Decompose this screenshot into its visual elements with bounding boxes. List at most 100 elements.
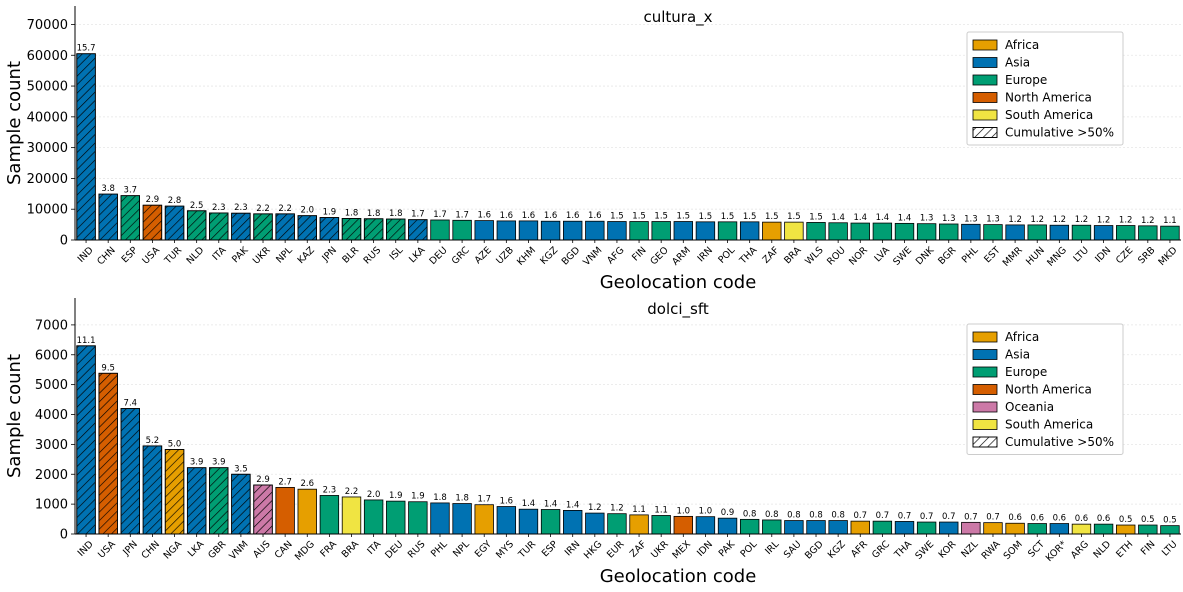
- bar-hatch-ind: [76, 345, 96, 535]
- data-label-tha: 1.5: [743, 212, 757, 222]
- data-label-egy: 1.7: [477, 495, 491, 505]
- legend-swatch-oceania: [972, 401, 998, 413]
- x-tick-label-pol: POL: [738, 538, 759, 559]
- y-tick-label-3000: 3000: [35, 438, 68, 453]
- data-label-zaf: 1.5: [765, 212, 779, 222]
- data-label-tha: 0.7: [898, 511, 912, 521]
- bar-kor: [1049, 523, 1070, 535]
- bar-uzb: [496, 220, 517, 241]
- data-label-cze: 1.2: [1119, 216, 1133, 226]
- x-tick-label-jpn: JPN: [319, 245, 339, 265]
- data-label-kaz: 2.0: [300, 206, 314, 216]
- bar-irn: [695, 221, 716, 241]
- x-tick-label-aze: AZE: [473, 245, 494, 266]
- x-tick-label-isl: ISL: [388, 244, 406, 262]
- data-label-gbr: 3.9: [212, 458, 226, 468]
- data-label-arg: 0.6: [1075, 514, 1089, 524]
- data-label-nga: 5.0: [168, 439, 182, 449]
- x-tick-label-wls: WLS: [803, 245, 825, 267]
- bar-kgz: [828, 520, 848, 535]
- data-label-jpn: 7.4: [124, 399, 138, 409]
- bar-can: [275, 486, 295, 535]
- data-label-swe: 0.7: [920, 512, 934, 522]
- y-tick-label-20000: 20000: [27, 172, 68, 187]
- legend-label-cumulative-50: Cumulative >50%: [1005, 126, 1114, 140]
- x-tick-label-bgd: BGD: [803, 539, 826, 562]
- bar-mdg: [297, 488, 317, 535]
- data-label-tur: 2.8: [168, 196, 182, 206]
- x-tick-label-eur: EUR: [605, 539, 627, 561]
- bar-rwa: [983, 522, 1003, 535]
- data-label-eth: 0.5: [1119, 515, 1133, 525]
- bar-aze: [474, 220, 494, 241]
- x-tick-label-chn: CHN: [140, 539, 163, 562]
- legend-label-africa: Africa: [1005, 38, 1039, 52]
- data-label-mkd: 1.1: [1163, 216, 1177, 226]
- x-tick-label-bgr: BGR: [936, 245, 958, 267]
- bar-hatch-gbr: [209, 467, 229, 535]
- x-tick-label-lka: LKA: [186, 539, 207, 560]
- data-label-sct: 0.6: [1030, 514, 1044, 524]
- bar-arg: [1071, 523, 1092, 535]
- data-label-npl: 1.8: [455, 494, 469, 504]
- bar-tha: [894, 521, 915, 535]
- y-tick-label-0: 0: [60, 234, 68, 249]
- x-tick-label-hun: HUN: [1024, 245, 1047, 268]
- bar-bgd: [806, 520, 826, 535]
- bar-irn: [563, 509, 583, 535]
- data-label-isl: 1.8: [389, 209, 403, 219]
- bar-afg: [607, 221, 627, 241]
- data-label-pol: 1.5: [721, 212, 735, 222]
- x-tick-label-irl: IRL: [763, 538, 782, 557]
- x-tick-label-ita: ITA: [365, 539, 383, 557]
- chart-title: cultura_x: [643, 8, 712, 27]
- data-label-kgz: 1.6: [544, 211, 558, 221]
- panel-dolci-sft: 11.1 IND 9.5 USA 7.4 JPN 5.2 CHN 5.0 NGA 3.9 LKA 3.9…: [4, 298, 1181, 587]
- bar-phl: [961, 223, 981, 241]
- data-label-idn: 1.0: [699, 507, 713, 517]
- bar-khm: [518, 220, 539, 241]
- x-tick-label-kaz: KAZ: [296, 245, 318, 267]
- bar-hatch-nga: [164, 449, 185, 535]
- data-label-jpn: 1.9: [323, 208, 337, 218]
- x-tick-label-fra: FRA: [318, 539, 339, 560]
- bar-irl: [762, 519, 782, 535]
- data-label-mng: 1.2: [1053, 215, 1067, 225]
- x-tick-label-usa: USA: [140, 245, 162, 267]
- bar-mng: [1049, 224, 1070, 241]
- bar-hatch-ind: [76, 53, 96, 241]
- data-label-ind: 11.1: [77, 336, 96, 346]
- bar-hatch-lka: [186, 467, 207, 535]
- legend-label-africa: Africa: [1005, 330, 1039, 344]
- bar-bra: [784, 221, 804, 241]
- chart-title: dolci_sft: [647, 300, 709, 319]
- bar-hatch-vnm: [231, 473, 251, 535]
- data-label-chn: 3.8: [101, 184, 115, 194]
- data-label-fin: 1.5: [632, 212, 646, 222]
- x-tick-label-pak: PAK: [717, 538, 738, 559]
- bar-est: [983, 224, 1003, 241]
- data-label-can: 2.7: [278, 477, 292, 487]
- bar-zaf: [629, 514, 649, 535]
- x-tick-label-nzl: NZL: [959, 538, 981, 560]
- legend-swatch-europe: [972, 74, 998, 86]
- bar-hatch-ita: [209, 212, 229, 241]
- bar-bgr: [939, 223, 959, 241]
- x-tick-label-nor: NOR: [847, 245, 870, 268]
- y-tick-label-30000: 30000: [27, 141, 68, 156]
- x-tick-label-rou: ROU: [825, 245, 848, 268]
- x-tick-label-mng: MNG: [1045, 245, 1069, 269]
- x-tick-label-sau: SAU: [782, 539, 804, 561]
- y-tick-label-50000: 50000: [27, 80, 68, 95]
- data-label-bra: 2.2: [345, 487, 359, 497]
- bar-sau: [784, 520, 804, 535]
- data-label-rou: 1.4: [831, 213, 845, 223]
- x-tick-label-phl: PHL: [960, 244, 981, 265]
- bar-fin: [1138, 524, 1158, 535]
- x-tick-label-nld: NLD: [185, 245, 207, 267]
- legend-swatch-hatch: [972, 436, 998, 448]
- data-label-mex: 1.0: [677, 506, 691, 516]
- data-label-bra: 1.5: [787, 212, 801, 222]
- y-tick-label-0: 0: [60, 528, 68, 543]
